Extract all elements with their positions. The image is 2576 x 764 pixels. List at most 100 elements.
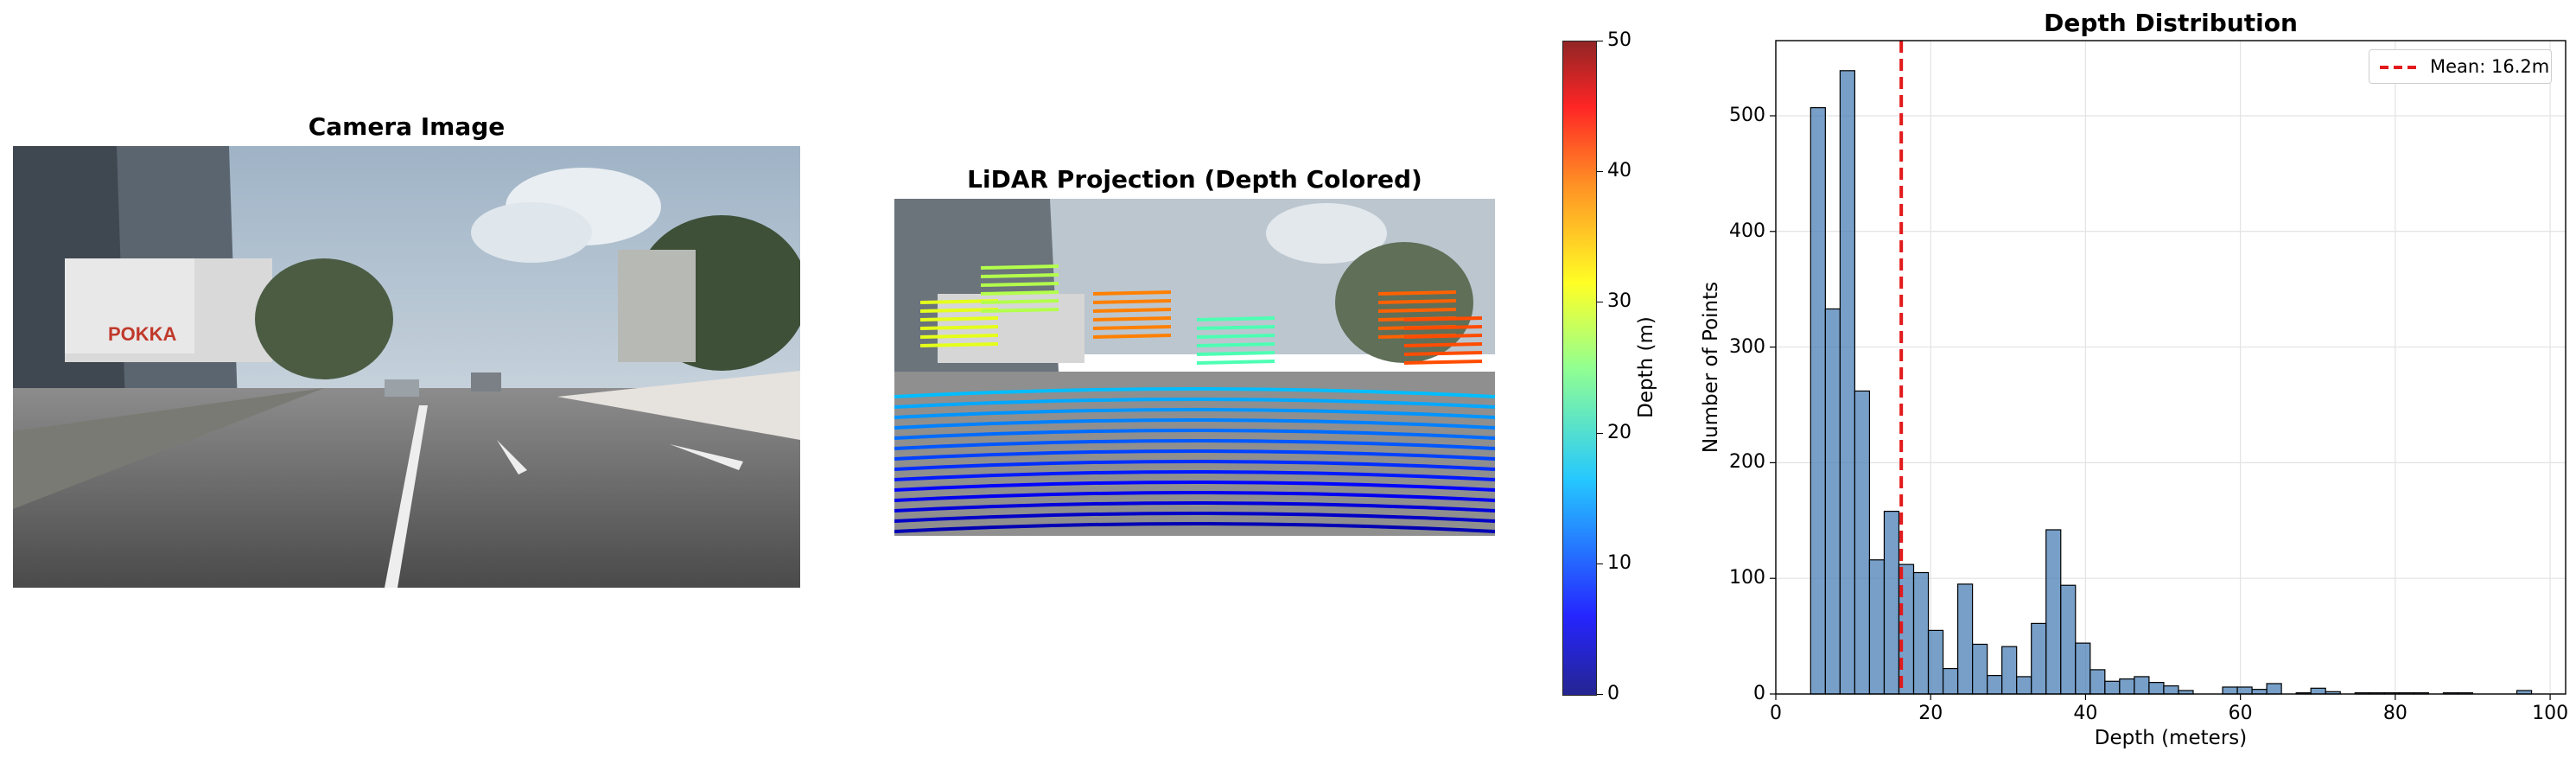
x-tick-label: 100 — [2532, 703, 2569, 724]
histogram-bar — [1898, 563, 1915, 695]
histogram-bar — [2369, 692, 2385, 695]
histogram-bar — [1810, 107, 1826, 695]
y-tick-label: 100 — [1729, 567, 1765, 589]
lidar-scan-line — [1092, 325, 1172, 330]
lidar-scan-line — [894, 481, 1495, 492]
lidar-scan-line — [894, 460, 1495, 471]
lidar-scan-line — [894, 439, 1495, 450]
lidar-scan-line — [1196, 342, 1275, 347]
histogram-bar — [2031, 622, 2047, 695]
lidar-scan-line — [1196, 316, 1275, 322]
histogram-bar — [1927, 629, 1944, 695]
colorbar-tick-label: 0 — [1607, 683, 1619, 704]
colorbar-tick-mark — [1597, 694, 1603, 695]
x-tick-label: 40 — [2073, 703, 2098, 724]
lidar-scan-line — [894, 522, 1495, 533]
svg-text:POKKA: POKKA — [108, 323, 177, 345]
histogram-bar — [2251, 689, 2268, 695]
lidar-scan-line — [1196, 325, 1275, 330]
lidar-scan-line — [1092, 334, 1172, 339]
histogram-bar — [2398, 692, 2414, 695]
histogram-bar — [2295, 692, 2312, 695]
histogram-x-label: Depth (meters) — [2094, 727, 2248, 749]
lidar-scan-line — [1196, 360, 1275, 365]
histogram-bar — [2075, 642, 2091, 695]
camera-image: POKKA — [13, 146, 800, 588]
histogram-bar — [2222, 686, 2238, 695]
histogram-bar — [2134, 676, 2150, 695]
x-tick-label: 80 — [2382, 703, 2407, 724]
histogram-bar — [1956, 583, 1974, 695]
lidar-scan-line — [980, 282, 1059, 287]
x-tick-label: 0 — [1770, 703, 1782, 724]
lidar-scan-line — [894, 449, 1495, 461]
histogram-bar — [1824, 308, 1841, 695]
histogram-legend: Mean: 16.2m — [2369, 49, 2552, 84]
histogram-bar — [2148, 682, 2165, 695]
lidar-scan-line — [894, 470, 1495, 481]
lidar-scan-line — [894, 491, 1495, 502]
histogram-bar — [1868, 559, 1886, 695]
colorbar-tick-label: 40 — [1607, 160, 1631, 182]
lidar-scan-line — [919, 334, 999, 339]
colorbar-label: Depth (m) — [1635, 316, 1657, 418]
histogram-bar — [2354, 692, 2370, 695]
histogram-bar — [2163, 685, 2179, 695]
histogram-bar — [2178, 690, 2194, 695]
y-tick-label: 400 — [1729, 220, 1765, 242]
histogram-bar — [2060, 584, 2077, 695]
lidar-scan-line — [894, 418, 1495, 430]
lidar-scan-line — [1092, 299, 1172, 304]
histogram-bar — [1883, 510, 1900, 695]
y-tick-label: 500 — [1729, 104, 1765, 126]
lidar-scan-line — [1403, 334, 1483, 339]
histogram-bar — [2325, 691, 2341, 695]
histogram-bar — [2236, 686, 2253, 695]
histogram-y-label: Number of Points — [1700, 281, 1722, 454]
histogram-bar — [2457, 692, 2474, 695]
lidar-scan-line — [1377, 308, 1457, 313]
lidar-scan-line — [894, 387, 1495, 398]
lidar-scan-line — [1377, 299, 1457, 304]
y-tick-label: 0 — [1753, 683, 1765, 704]
histogram-bar — [2016, 676, 2032, 695]
lidar-scan-line — [894, 408, 1495, 419]
lidar-scan-line — [894, 512, 1495, 523]
camera-panel-title: Camera Image — [308, 112, 506, 141]
lidar-scan-line — [894, 398, 1495, 409]
histogram-title: Depth Distribution — [2044, 9, 2298, 37]
lidar-scan-line — [894, 501, 1495, 513]
histogram-bar — [1972, 643, 1988, 695]
lidar-scan-line — [980, 290, 1059, 296]
colorbar-tick-mark — [1597, 171, 1603, 173]
histogram-bar — [2516, 690, 2533, 695]
lidar-scan-line — [1403, 360, 1483, 365]
lidar-scan-line — [980, 273, 1059, 278]
lidar-scan-line — [919, 325, 999, 330]
x-tick-label: 60 — [2228, 703, 2253, 724]
histogram-bar — [1987, 674, 2003, 695]
lidar-scan-line — [894, 429, 1495, 440]
x-tick-label: 20 — [1918, 703, 1943, 724]
lidar-scan-line — [980, 308, 1059, 313]
histogram-bar — [2045, 529, 2062, 695]
colorbar-tick-label: 20 — [1607, 421, 1631, 443]
lidar-scan-line — [1403, 351, 1483, 356]
histogram-bar — [1942, 667, 1959, 695]
lidar-scan-line — [919, 316, 999, 322]
lidar-panel-title: LiDAR Projection (Depth Colored) — [967, 165, 1422, 194]
colorbar-tick-mark — [1597, 432, 1603, 434]
histogram-bar — [2413, 692, 2429, 695]
plot-frame — [1775, 40, 2566, 695]
histogram-bar — [2266, 683, 2282, 695]
lidar-scan-line — [1403, 325, 1483, 330]
histogram-bar — [2383, 692, 2400, 695]
histogram-bar — [2442, 692, 2459, 695]
histogram-bar — [2089, 669, 2106, 695]
lidar-scan-line — [1092, 308, 1172, 313]
lidar-scan-line — [1403, 316, 1483, 322]
histogram-bar — [2310, 687, 2326, 695]
histogram-bar — [1912, 571, 1930, 695]
lidar-scan-line — [980, 264, 1059, 270]
histogram-bar — [2001, 646, 2018, 695]
